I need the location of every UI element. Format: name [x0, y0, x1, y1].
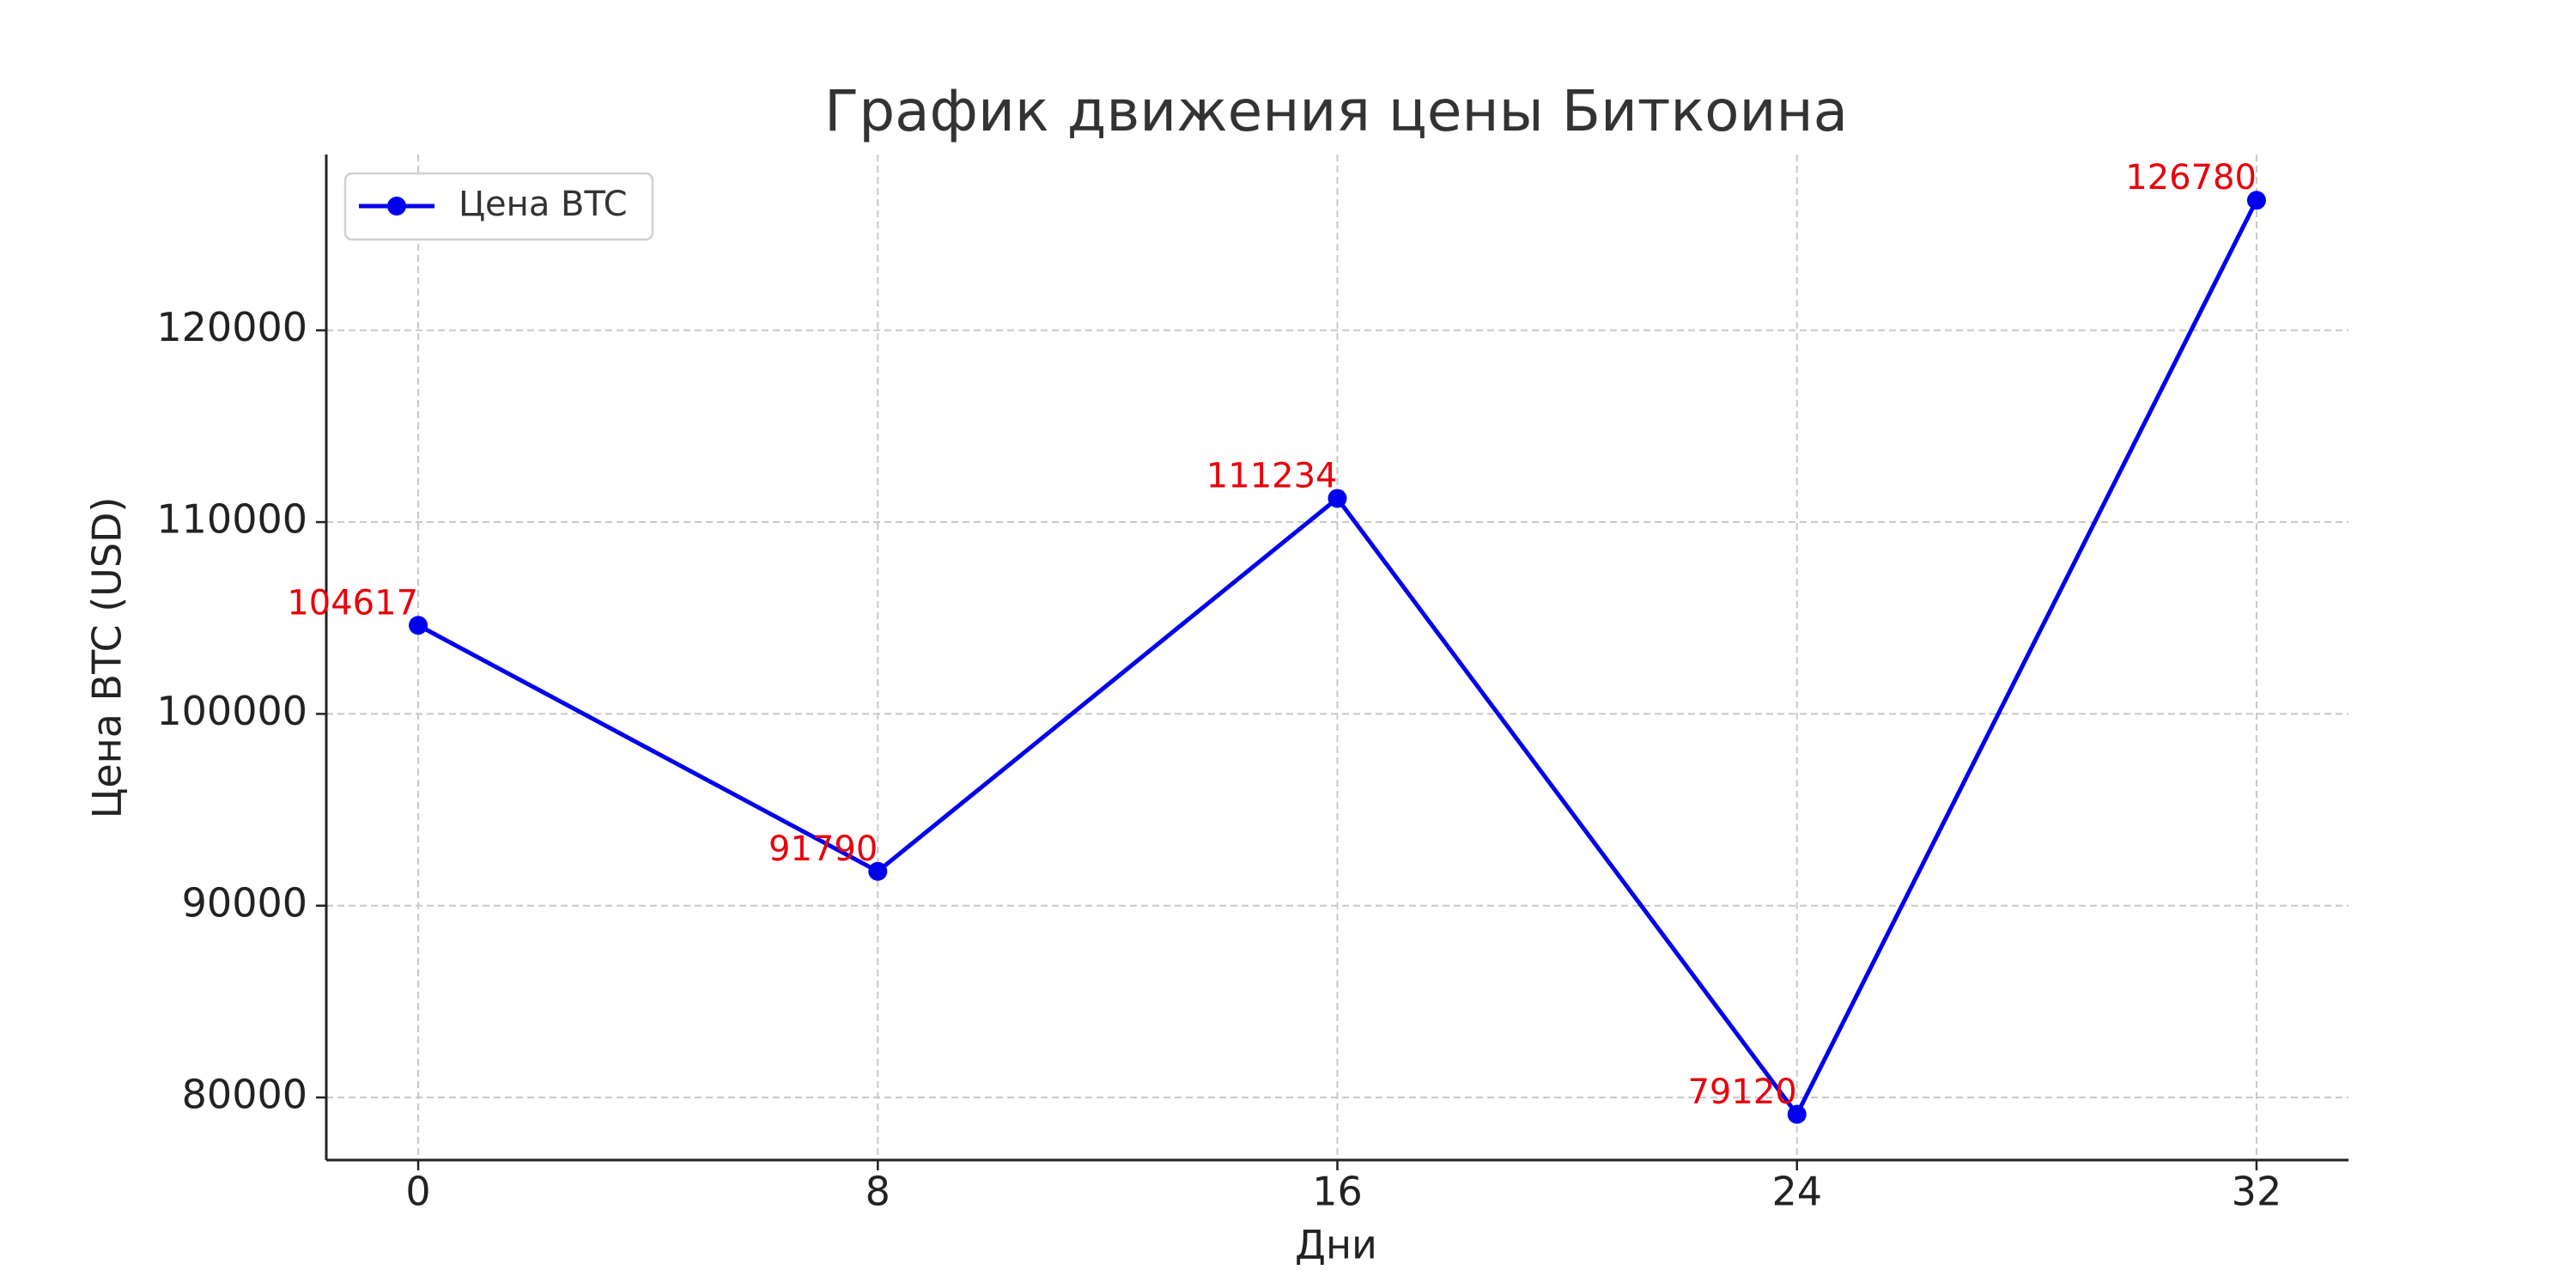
legend-box: [343, 172, 654, 241]
x-tick-label: 32: [2232, 1169, 2282, 1215]
y-tick-label: 100000: [156, 688, 307, 734]
marker: [1787, 1104, 1807, 1124]
data-label: 104617: [287, 583, 418, 623]
y-tick-label: 110000: [156, 496, 307, 543]
chart-title: График движения цены Биткоина: [824, 78, 1848, 144]
x-tick-label: 16: [1312, 1169, 1363, 1215]
data-label: 126780: [2125, 158, 2257, 197]
legend-marker: [387, 197, 406, 216]
x-tick-label: 0: [405, 1169, 430, 1215]
y-tick-label: 80000: [182, 1072, 307, 1118]
data-label: 91790: [769, 829, 878, 869]
y-tick-label: 120000: [156, 304, 307, 350]
marker: [409, 616, 428, 635]
y-tick-label: 90000: [182, 879, 307, 926]
data-label: 111234: [1206, 456, 1338, 495]
marker: [1327, 489, 1347, 508]
data-label: 79120: [1687, 1072, 1796, 1112]
x-tick-label: 8: [866, 1169, 890, 1215]
x-axis-label: Дни: [1295, 1222, 1377, 1268]
legend: Цена BTC: [343, 172, 654, 241]
y-axis-label: Цена BTC (USD): [84, 497, 131, 819]
marker: [868, 861, 888, 881]
x-tick-label: 24: [1771, 1169, 1822, 1215]
legend-label: Цена BTC: [459, 185, 628, 224]
marker: [2246, 191, 2266, 210]
